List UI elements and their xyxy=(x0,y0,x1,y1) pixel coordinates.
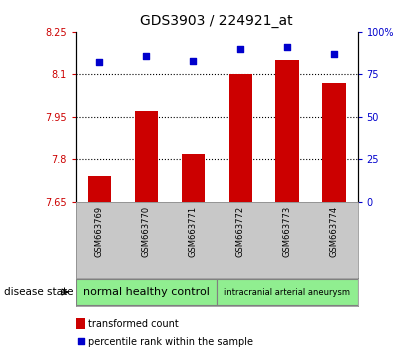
Bar xyxy=(76,279,217,305)
Text: intracranial arterial aneurysm: intracranial arterial aneurysm xyxy=(224,287,350,297)
Bar xyxy=(88,176,111,202)
Text: GDS3903 / 224921_at: GDS3903 / 224921_at xyxy=(141,14,293,28)
Text: disease state: disease state xyxy=(4,287,74,297)
Text: normal healthy control: normal healthy control xyxy=(83,287,210,297)
Bar xyxy=(217,279,358,305)
Point xyxy=(284,44,291,50)
Text: percentile rank within the sample: percentile rank within the sample xyxy=(88,337,253,347)
Bar xyxy=(275,60,299,202)
Text: GSM663774: GSM663774 xyxy=(330,206,339,257)
Text: GSM663769: GSM663769 xyxy=(95,206,104,257)
Point xyxy=(143,53,150,58)
Bar xyxy=(322,83,346,202)
Point xyxy=(237,46,244,52)
Point xyxy=(78,338,85,343)
Text: GSM663770: GSM663770 xyxy=(142,206,151,257)
Bar xyxy=(135,111,158,202)
Point xyxy=(96,59,103,65)
Point xyxy=(331,51,337,57)
Text: GSM663772: GSM663772 xyxy=(236,206,245,257)
Point xyxy=(190,58,196,64)
Text: GSM663773: GSM663773 xyxy=(283,206,292,257)
Bar xyxy=(182,154,205,202)
Bar xyxy=(229,74,252,202)
Text: transformed count: transformed count xyxy=(88,319,179,329)
Text: GSM663771: GSM663771 xyxy=(189,206,198,257)
